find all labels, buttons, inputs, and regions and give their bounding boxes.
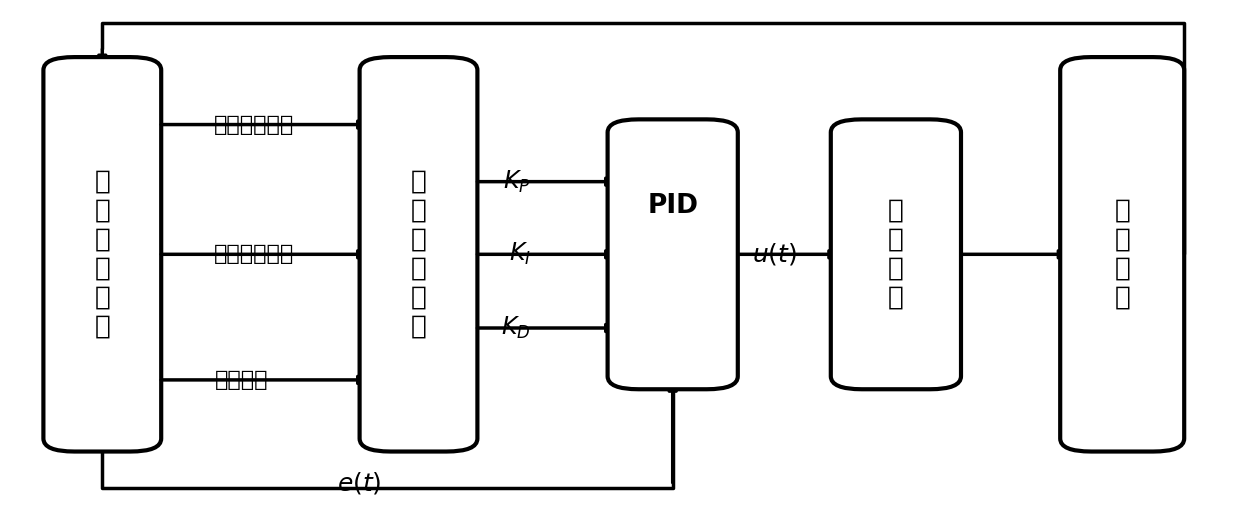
- Text: 动
力
电
池: 动 力 电 池: [1115, 198, 1130, 311]
- Text: PID: PID: [647, 193, 698, 218]
- FancyBboxPatch shape: [1060, 57, 1184, 452]
- Text: 环
境
感
知
模
块: 环 境 感 知 模 块: [94, 169, 110, 340]
- Text: $\mathit{e}(\mathit{t})$: $\mathit{e}(\mathit{t})$: [337, 470, 382, 496]
- Text: $\mathit{u}(\mathit{t})$: $\mathit{u}(\mathit{t})$: [753, 241, 797, 267]
- FancyBboxPatch shape: [831, 119, 961, 389]
- Text: $\mathbf{\mathit{K}}_D$: $\mathbf{\mathit{K}}_D$: [501, 315, 531, 341]
- Text: 电
子
水
泵: 电 子 水 泵: [888, 198, 904, 311]
- Text: 控
制
算
法
模
块: 控 制 算 法 模 块: [410, 169, 427, 340]
- FancyBboxPatch shape: [608, 119, 738, 389]
- Text: $\mathbf{\mathit{K}}_P$: $\mathbf{\mathit{K}}_P$: [503, 169, 531, 195]
- Text: 环境温度: 环境温度: [215, 370, 269, 390]
- FancyBboxPatch shape: [43, 57, 161, 452]
- Text: 动力电池电流: 动力电池电流: [215, 244, 294, 264]
- Text: $\mathbf{\mathit{K}}_I$: $\mathbf{\mathit{K}}_I$: [508, 241, 531, 267]
- FancyBboxPatch shape: [360, 57, 477, 452]
- Text: 动力电池温度: 动力电池温度: [215, 115, 294, 134]
